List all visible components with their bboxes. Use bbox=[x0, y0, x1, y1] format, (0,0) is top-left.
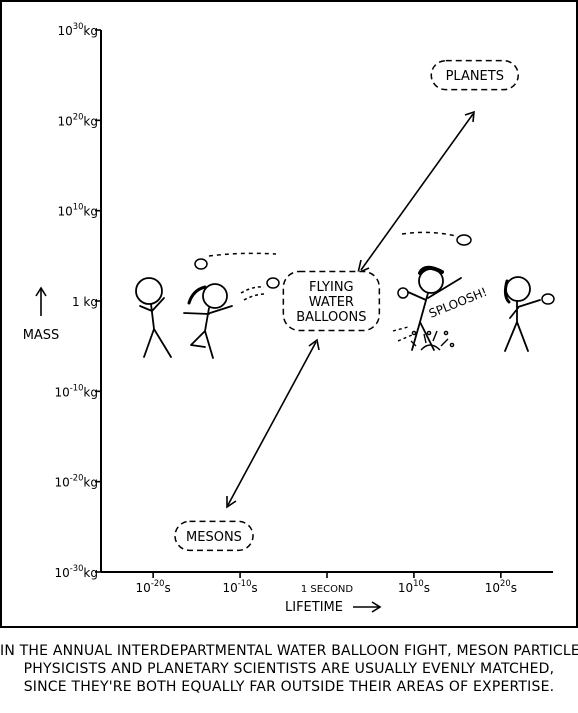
y-axis-arrowhead-icon bbox=[35, 286, 47, 297]
x-ticks: 10-20s 10-10s 1 SECOND 1010s 1020s bbox=[136, 572, 517, 595]
balloon-2 bbox=[266, 277, 280, 289]
stick-figure-4 bbox=[503, 276, 541, 352]
point-label-1-0: FLYING bbox=[309, 280, 354, 295]
balloon-3 bbox=[456, 234, 472, 246]
x-tick-label-3: 1010s bbox=[398, 578, 430, 595]
y-tick-label-5: 10-20kg bbox=[54, 473, 98, 490]
point-bubble-0 bbox=[430, 59, 520, 91]
stick-figure-2 bbox=[183, 283, 233, 359]
point-label-0-0: PLANETS bbox=[446, 69, 504, 84]
caption-line-2: PHYSICISTS AND PLANETARY SCIENTISTS ARE … bbox=[23, 661, 555, 677]
water-balloons bbox=[194, 231, 555, 305]
splash bbox=[392, 326, 455, 351]
balloon-1 bbox=[194, 258, 208, 270]
y-tick-label-3: 1 kg bbox=[72, 295, 98, 309]
sound-effect: SPLOOSH! bbox=[427, 285, 489, 321]
balloon-5 bbox=[397, 287, 409, 299]
y-axis-label-group: MASS bbox=[23, 286, 60, 343]
caption: IN THE ANNUAL INTERDEPARTMENTAL WATER BA… bbox=[0, 642, 578, 696]
x-tick-label-1: 10-10s bbox=[222, 578, 257, 595]
x-tick-label-0: 10-20s bbox=[136, 578, 171, 595]
stick-figures bbox=[135, 265, 541, 359]
stick-figure-3 bbox=[407, 265, 462, 351]
y-tick-label-4: 10-10kg bbox=[54, 382, 98, 399]
arrowhead-mesons-icon bbox=[226, 496, 237, 509]
caption-line-3: SINCE THEY'RE BOTH EQUALLY FAR OUTSIDE T… bbox=[23, 679, 555, 695]
comic-panel: 10-20s 10-10s 1 SECOND 1010s 1020s 1030kg 102… bbox=[0, 0, 578, 628]
arrows bbox=[226, 110, 475, 509]
panel-border bbox=[0, 0, 578, 628]
y-tick-label-0: 1030kg bbox=[57, 21, 98, 38]
arrow-balloons-to-mesons bbox=[227, 341, 317, 506]
y-tick-label-1: 1020kg bbox=[57, 111, 98, 128]
y-tick-label-6: 10-30kg bbox=[54, 563, 98, 580]
y-ticks: 1030kg 1020kg 1010kg 1 kg 10-10kg 10-20kg 10-3… bbox=[54, 21, 101, 580]
x-tick-label-4: 1020s bbox=[485, 578, 517, 595]
x-axis-arrowhead-icon bbox=[371, 601, 382, 613]
x-axis-label-group: LIFETIME bbox=[285, 600, 382, 615]
x-tick-label-2: 1 SECOND bbox=[301, 584, 354, 595]
point-label-1-2: BALLOONS bbox=[296, 310, 366, 325]
data-point-0: PLANETS bbox=[430, 59, 520, 91]
point-label-2-0: MESONS bbox=[186, 530, 242, 545]
x-axis-label: LIFETIME bbox=[285, 600, 343, 615]
point-bubble-1 bbox=[282, 270, 381, 332]
point-bubble-2 bbox=[174, 520, 254, 552]
arrowhead-balloons-bottom-icon bbox=[308, 338, 320, 351]
arrow-balloons-to-planets bbox=[360, 113, 474, 271]
y-tick-label-2: 1010kg bbox=[57, 202, 98, 219]
arrowhead-planets-icon bbox=[464, 110, 475, 123]
data-point-2: MESONS bbox=[174, 520, 254, 552]
chart: 10-20s 10-10s 1 SECOND 1010s 1020s 1030kg 102… bbox=[0, 0, 578, 628]
stick-figure-1 bbox=[135, 277, 172, 358]
caption-line-1: IN THE ANNUAL INTERDEPARTMENTAL WATER BA… bbox=[0, 643, 578, 659]
balloon-4 bbox=[541, 293, 555, 305]
point-label-1-1: WATER bbox=[309, 295, 354, 310]
y-axis-label: MASS bbox=[23, 328, 60, 343]
